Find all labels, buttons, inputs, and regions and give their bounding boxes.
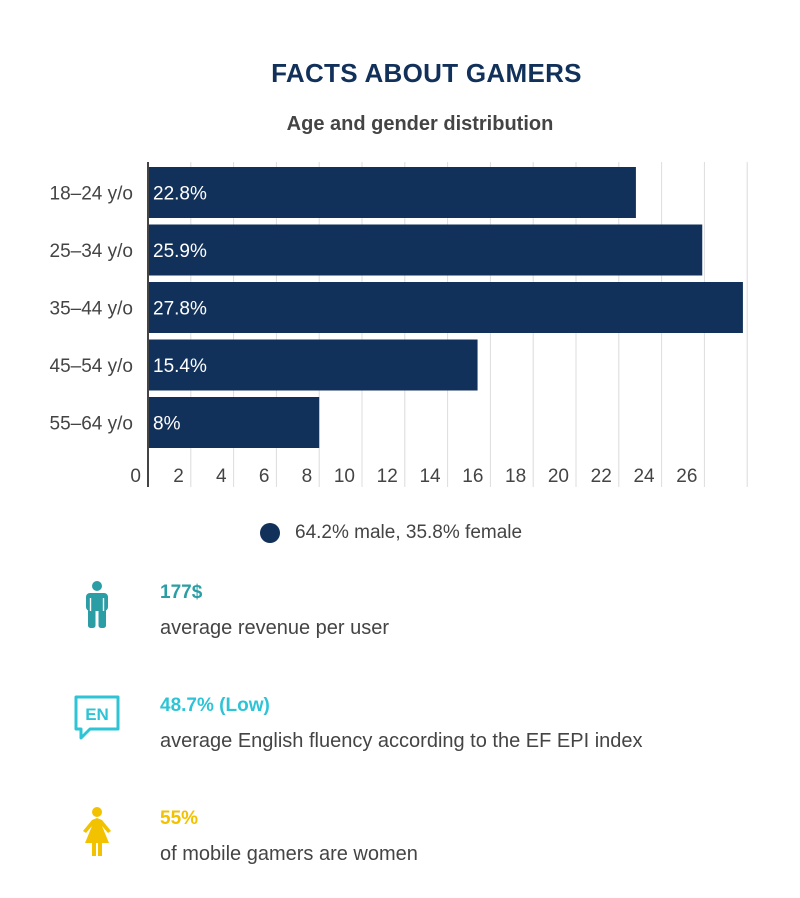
- x-tick-label: 20: [548, 466, 569, 487]
- bar-data-label: 25.9%: [153, 241, 207, 262]
- stat-english-value: 48.7% (Low): [160, 695, 270, 716]
- svg-text:EN: EN: [85, 705, 109, 724]
- stat-women-value: 55%: [160, 808, 199, 829]
- x-tick-label: 4: [216, 466, 227, 487]
- bar-data-label: 15.4%: [153, 356, 207, 377]
- x-tick-label: 6: [259, 466, 270, 487]
- chart-subtitle: Age and gender distribution: [286, 113, 554, 135]
- bar-data-label: 22.8%: [153, 184, 207, 205]
- bar: [148, 167, 636, 218]
- category-label: 35–44 y/o: [50, 299, 133, 320]
- x-tick-label: 10: [334, 466, 355, 487]
- x-tick-label: 8: [302, 466, 313, 487]
- category-label: 18–24 y/o: [50, 184, 133, 205]
- stat-revenue-value: 177$: [160, 582, 203, 603]
- x-tick-label: 0: [130, 466, 141, 487]
- bar-chart: 22.8% 18–24 y/o 25.9% 25–34 y/o 27.8% 35–44 y…: [50, 162, 748, 487]
- stat-english-description: average English fluency according to the…: [160, 730, 643, 752]
- x-tick-label: 14: [419, 466, 441, 487]
- bar: [148, 339, 478, 391]
- x-tick-label: 26: [676, 466, 697, 487]
- category-label: 25–34 y/o: [50, 241, 133, 262]
- bar: [148, 397, 320, 448]
- bar: [148, 282, 743, 333]
- legend-marker: [260, 523, 280, 543]
- category-label: 45–54 y/o: [50, 356, 133, 377]
- stat-revenue-description: average revenue per user: [160, 617, 390, 639]
- female-person-icon: [83, 807, 111, 856]
- bar: [148, 224, 703, 276]
- x-tick-label: 12: [377, 466, 398, 487]
- category-label: 55–64 y/o: [50, 414, 133, 435]
- page-title: FACTS ABOUT GAMERS: [271, 58, 582, 88]
- chart-legend: 64.2% male, 35.8% female: [260, 522, 522, 544]
- legend-label: 64.2% male, 35.8% female: [295, 522, 523, 543]
- bar-data-label: 27.8%: [153, 299, 207, 320]
- male-person-icon: [86, 581, 108, 628]
- x-tick-label: 22: [591, 466, 612, 487]
- x-tick-label: 18: [505, 466, 526, 487]
- x-tick-label: 24: [633, 466, 655, 487]
- x-tick-label: 2: [173, 466, 184, 487]
- bar-data-label: 8%: [153, 414, 181, 435]
- en-speech-bubble-icon: EN: [74, 695, 120, 740]
- stat-women-description: of mobile gamers are women: [160, 843, 418, 865]
- x-tick-label: 16: [462, 466, 483, 487]
